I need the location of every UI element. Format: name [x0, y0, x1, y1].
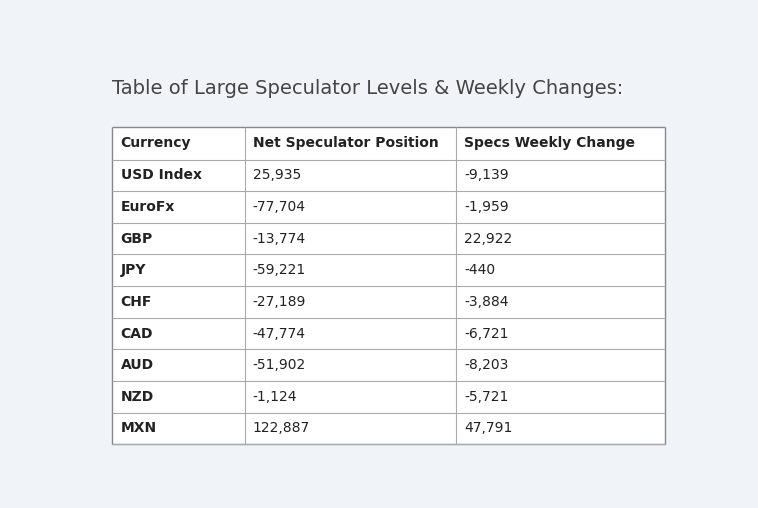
Text: -59,221: -59,221	[252, 263, 306, 277]
Text: NZD: NZD	[121, 390, 154, 404]
Text: 47,791: 47,791	[464, 422, 512, 435]
Text: AUD: AUD	[121, 358, 154, 372]
Text: EuroFx: EuroFx	[121, 200, 175, 214]
Text: CHF: CHF	[121, 295, 152, 309]
Text: -1,959: -1,959	[464, 200, 509, 214]
Text: -440: -440	[464, 263, 496, 277]
Text: Net Speculator Position: Net Speculator Position	[252, 137, 439, 150]
Text: USD Index: USD Index	[121, 168, 202, 182]
Text: -6,721: -6,721	[464, 327, 509, 340]
Text: -47,774: -47,774	[252, 327, 305, 340]
Text: -13,774: -13,774	[252, 232, 306, 246]
Text: -3,884: -3,884	[464, 295, 509, 309]
Text: 25,935: 25,935	[252, 168, 301, 182]
Text: -9,139: -9,139	[464, 168, 509, 182]
Text: Specs Weekly Change: Specs Weekly Change	[464, 137, 635, 150]
Text: -27,189: -27,189	[252, 295, 306, 309]
Text: CAD: CAD	[121, 327, 153, 340]
Text: Table of Large Speculator Levels & Weekly Changes:: Table of Large Speculator Levels & Weekl…	[112, 79, 624, 98]
Text: -5,721: -5,721	[464, 390, 509, 404]
Text: 22,922: 22,922	[464, 232, 512, 246]
Text: -8,203: -8,203	[464, 358, 509, 372]
Text: Currency: Currency	[121, 137, 191, 150]
Text: GBP: GBP	[121, 232, 153, 246]
Text: JPY: JPY	[121, 263, 146, 277]
Text: -77,704: -77,704	[252, 200, 305, 214]
Text: 122,887: 122,887	[252, 422, 310, 435]
Text: -1,124: -1,124	[252, 390, 297, 404]
Text: -51,902: -51,902	[252, 358, 306, 372]
Text: MXN: MXN	[121, 422, 157, 435]
